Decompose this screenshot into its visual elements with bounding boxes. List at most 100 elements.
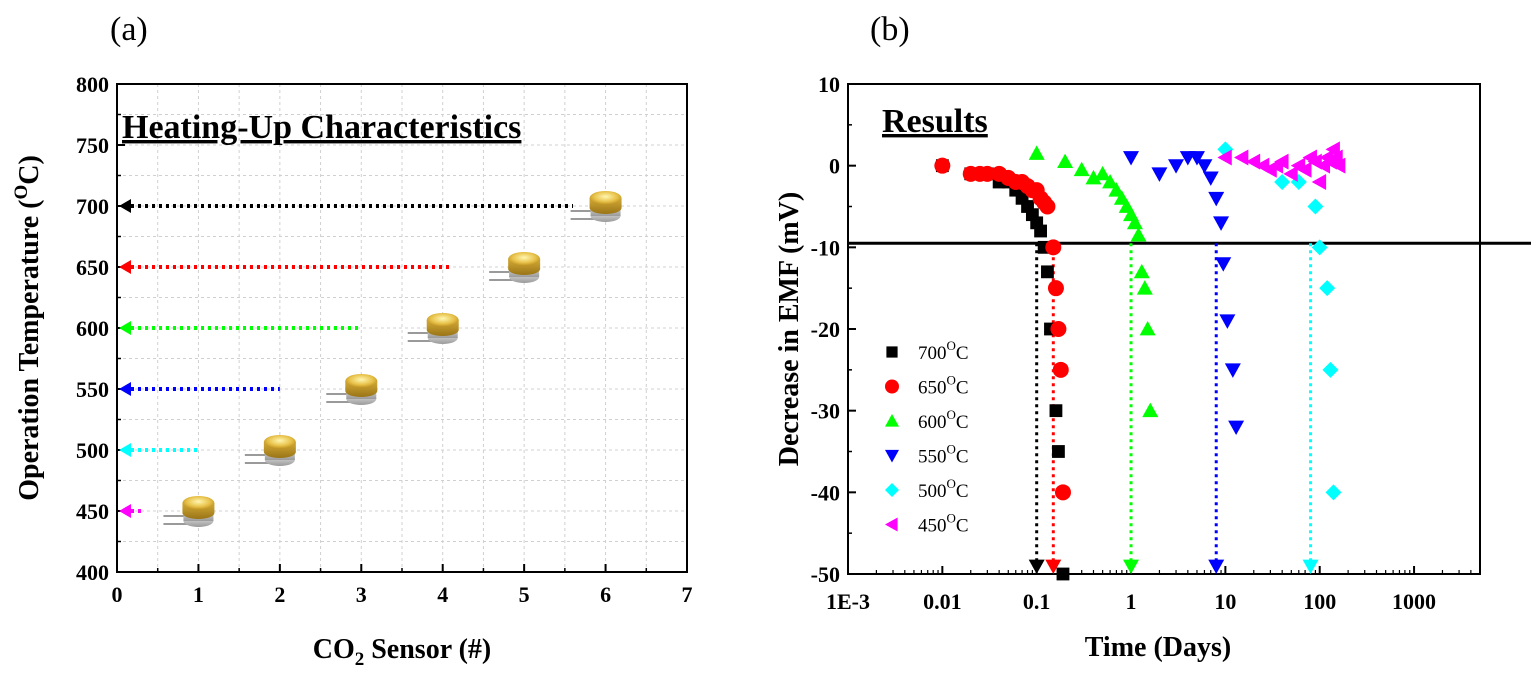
data-point bbox=[1196, 159, 1213, 174]
y-tick-label: 450 bbox=[76, 499, 109, 524]
x-tick-label: 0.1 bbox=[1023, 589, 1051, 614]
x-tick-label: 1 bbox=[1126, 589, 1137, 614]
temperature-arrow-head bbox=[119, 199, 131, 213]
data-point bbox=[1330, 157, 1346, 174]
data-point bbox=[1034, 224, 1047, 238]
y-tick-label: -40 bbox=[811, 480, 840, 505]
x-tick-label: 5 bbox=[519, 582, 530, 607]
failure-time-marker bbox=[1208, 559, 1225, 574]
panel-a-title: Heating-Up Characteristics bbox=[122, 109, 521, 146]
sensor-icon bbox=[570, 191, 622, 222]
x-tick-label: 4 bbox=[437, 582, 448, 607]
data-point bbox=[1224, 363, 1241, 378]
panel-b-title: Results bbox=[882, 103, 988, 140]
sensor-icon bbox=[163, 496, 215, 527]
data-point bbox=[1073, 161, 1090, 177]
data-point bbox=[1039, 198, 1056, 215]
x-tick-label: 0.01 bbox=[923, 589, 962, 614]
data-point bbox=[1142, 402, 1159, 418]
panel-a-x-axis-label: CO2 Sensor (#) bbox=[313, 634, 492, 670]
data-point bbox=[1168, 159, 1185, 174]
panel-a-y-axis-label: Operation Temperature (OC) bbox=[11, 155, 45, 501]
data-point bbox=[1052, 361, 1069, 378]
x-tick-label: 0 bbox=[112, 582, 123, 607]
y-tick-label: -20 bbox=[811, 317, 840, 342]
panel-a-sensors bbox=[163, 191, 622, 527]
data-point bbox=[1319, 280, 1336, 297]
panel-a-label: (a) bbox=[110, 11, 148, 48]
x-tick-label: 2 bbox=[274, 582, 285, 607]
data-point bbox=[1202, 171, 1219, 186]
legend-item: 500OC bbox=[885, 476, 969, 502]
y-tick-label: -50 bbox=[811, 562, 840, 587]
panel-b: (b) 1E-3 0.01 0.1 1 10 100 1000100-10-20-30-40… bbox=[774, 11, 1531, 663]
y-tick-label: 800 bbox=[76, 72, 109, 97]
data-point bbox=[1228, 420, 1245, 435]
panel-a-grid bbox=[117, 84, 687, 572]
legend-item: 450OC bbox=[885, 511, 969, 537]
temperature-arrow-head bbox=[119, 382, 131, 396]
x-tick-label: 6 bbox=[600, 582, 611, 607]
legend-marker bbox=[886, 346, 898, 358]
data-point bbox=[1047, 280, 1064, 297]
data-point bbox=[1139, 321, 1156, 336]
data-point bbox=[1130, 227, 1147, 242]
failure-time-marker bbox=[1045, 559, 1062, 574]
legend-item: 700OC bbox=[886, 338, 969, 364]
y-tick-label: -10 bbox=[811, 235, 840, 260]
data-point bbox=[1297, 161, 1312, 178]
x-tick-label: 7 bbox=[682, 582, 693, 607]
data-point bbox=[1217, 149, 1232, 166]
legend-marker bbox=[885, 379, 899, 394]
data-point bbox=[1056, 567, 1070, 581]
temperature-arrow-head bbox=[119, 260, 131, 274]
legend-label: 500OC bbox=[918, 476, 969, 502]
data-point bbox=[1208, 191, 1225, 207]
data-point bbox=[1151, 167, 1168, 182]
y-tick-label: 0 bbox=[829, 154, 840, 179]
x-tick-label: 1000 bbox=[1392, 589, 1436, 614]
panel-a-ticks: 0 1 2 3 4 5 6 7 400 450 500 550 600 650 700 750 800 bbox=[76, 72, 693, 607]
y-tick-label: 600 bbox=[76, 316, 109, 341]
panel-a: (a) 0 1 2 3 4 5 6 7400450500550600650700750800 … bbox=[11, 11, 693, 670]
failure-time-marker bbox=[1123, 559, 1140, 574]
legend-label: 700OC bbox=[918, 338, 969, 364]
y-tick-label: 650 bbox=[76, 255, 109, 280]
data-point bbox=[1136, 280, 1153, 295]
data-point bbox=[1188, 151, 1205, 166]
x-tick-label: 100 bbox=[1303, 589, 1336, 614]
x-tick-label: 3 bbox=[356, 582, 367, 607]
temperature-arrow-head bbox=[119, 321, 131, 335]
legend-label: 600OC bbox=[918, 407, 969, 433]
temperature-arrow-head bbox=[119, 504, 131, 518]
legend-marker bbox=[885, 517, 898, 532]
data-point bbox=[1049, 404, 1063, 418]
y-tick-label: 700 bbox=[76, 194, 109, 219]
data-point bbox=[1283, 165, 1298, 182]
data-point bbox=[1274, 153, 1289, 170]
data-point bbox=[1215, 257, 1232, 272]
data-point bbox=[1123, 151, 1140, 166]
temperature-arrow-head bbox=[119, 443, 131, 457]
data-point bbox=[1102, 174, 1119, 189]
sensor-icon bbox=[489, 252, 541, 283]
legend-label: 550OC bbox=[918, 442, 969, 468]
x-tick-label: 1E-3 bbox=[826, 589, 870, 614]
data-point bbox=[1219, 314, 1236, 329]
data-point bbox=[1028, 145, 1045, 160]
failure-time-marker bbox=[1302, 559, 1319, 574]
data-point bbox=[1054, 484, 1071, 501]
legend-item: 650OC bbox=[885, 373, 969, 399]
panel-b-x-axis-label: Time (Days) bbox=[1085, 632, 1231, 663]
data-point bbox=[1094, 165, 1111, 181]
panel-a-arrows bbox=[119, 199, 573, 518]
panel-b-data-points bbox=[934, 141, 1346, 581]
legend-label: 650OC bbox=[918, 373, 969, 399]
data-point bbox=[1233, 149, 1249, 166]
panel-b-label: (b) bbox=[870, 11, 910, 48]
data-point bbox=[1325, 484, 1342, 501]
data-point bbox=[1126, 214, 1143, 230]
data-point bbox=[1041, 265, 1054, 279]
